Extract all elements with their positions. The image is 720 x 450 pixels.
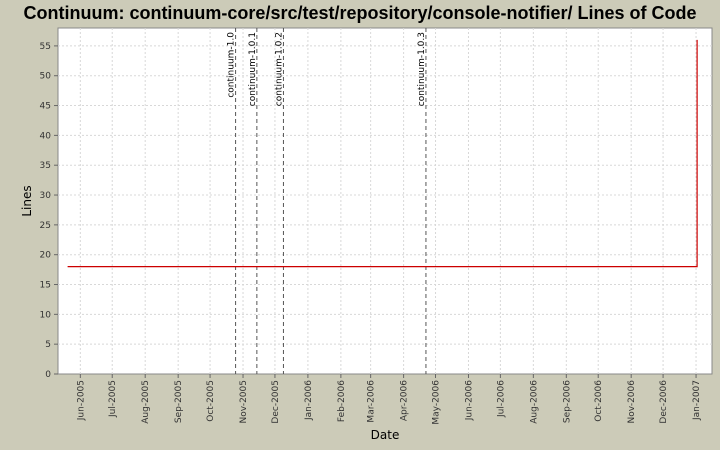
y-tick-label: 20 [40,251,52,261]
y-tick-label: 25 [40,221,51,231]
y-tick-label: 45 [40,102,51,112]
y-tick-label: 5 [45,340,51,350]
x-tick-label: Jul-2006 [496,380,506,418]
x-tick-label: Aug-2005 [141,380,151,424]
x-tick-label: Jul-2005 [108,380,118,418]
x-tick-label: Sep-2006 [562,380,572,423]
y-axis-label: Lines [20,185,34,216]
x-tick-label: Jan-2006 [304,380,314,421]
release-marker-label: continuum-1.0 [227,32,237,98]
x-tick-label: Dec-2005 [271,380,281,424]
y-tick-label: 40 [40,131,52,141]
y-tick-label: 10 [40,310,52,320]
series [67,39,698,268]
plot-area [57,27,713,375]
release-markers: continuum-1.0 continuum-1.0.1 continuum-1.… [227,28,427,374]
y-tick-label: 35 [40,161,51,171]
series-line [67,39,698,268]
y-axis: 0 5 10 15 20 25 30 35 40 45 50 55 [40,42,58,380]
x-tick-label: Dec-2006 [659,380,669,424]
release-marker-label: continuum-1.0.1 [248,32,258,106]
grid [58,28,712,374]
release-marker-label: continuum-1.0.2 [274,32,284,106]
x-tick-label: Mar-2006 [367,380,377,423]
x-tick-label: Oct-2005 [206,380,216,422]
x-tick-label: May-2006 [432,380,442,425]
x-tick-label: Jan-2007 [692,380,702,421]
y-tick-label: 0 [45,370,51,380]
chart-title: Continuum: continuum-core/src/test/repos… [23,3,697,23]
y-tick-label: 15 [40,281,51,291]
y-tick-label: 50 [40,72,52,82]
x-tick-label: Nov-2006 [627,380,637,424]
x-tick-label: Feb-2006 [337,380,347,422]
x-tick-label: Jun-2005 [76,380,86,421]
x-tick-label: Jun-2006 [464,380,474,421]
x-axis-label: Date [371,428,400,442]
x-tick-label: Oct-2006 [594,380,604,422]
release-marker-label: continuum-1.0.3 [417,32,427,106]
x-tick-label: Apr-2006 [400,380,410,421]
y-tick-label: 30 [40,191,52,201]
y-tick-label: 55 [40,42,51,52]
x-tick-label: Nov-2005 [239,380,249,423]
x-tick-label: Aug-2006 [529,380,539,424]
x-tick-label: Sep-2005 [174,380,184,423]
x-axis: Jun-2005 Jul-2005 Aug-2005 Sep-2005 Oct-2005… [76,374,702,425]
